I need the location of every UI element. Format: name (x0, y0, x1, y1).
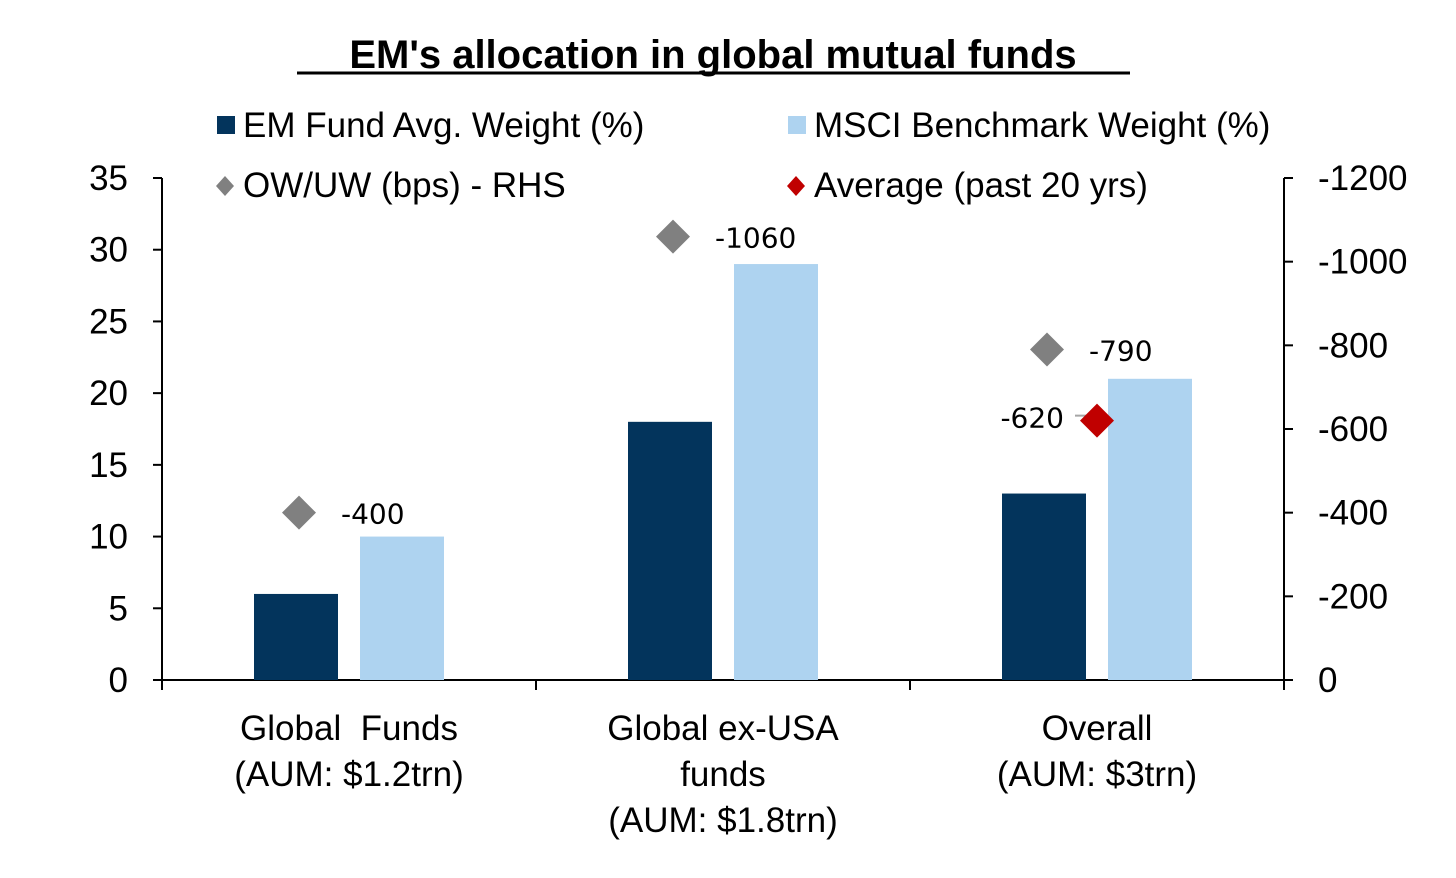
left-tick-label: 10 (89, 518, 128, 557)
right-tick-label: -1000 (1318, 243, 1408, 282)
bars (254, 264, 1192, 680)
markers (282, 219, 1114, 530)
legend-label-msci: MSCI Benchmark Weight (%) (814, 106, 1270, 145)
left-tick-label: 5 (109, 589, 128, 628)
marker-owuw (1030, 332, 1064, 367)
category-label: Overall (1042, 709, 1153, 748)
legend-label-owuw: OW/UW (bps) - RHS (243, 166, 566, 205)
data-label-owuw: -1060 (715, 222, 796, 255)
category-label: (AUM: $1.2trn) (234, 755, 464, 794)
left-tick-label: 25 (89, 302, 128, 341)
data-label-owuw: -400 (341, 498, 405, 531)
left-tick-label: 35 (89, 159, 128, 198)
legend-label-average: Average (past 20 yrs) (814, 166, 1148, 205)
legend-swatch-em-fund (217, 116, 235, 134)
marker-owuw (282, 495, 316, 530)
left-tick-label: 20 (89, 374, 128, 413)
bar-em-fund (254, 593, 338, 680)
legend-marker-average (787, 176, 805, 196)
legend-swatch-msci (788, 116, 806, 134)
data-label-average: -620 (1000, 402, 1064, 435)
bar-msci (1108, 378, 1192, 680)
bar-em-fund (1002, 493, 1086, 680)
chart-title: EM's allocation in global mutual funds (349, 33, 1076, 77)
axes: 0 5 10 15 20 25 30 35 0 -200 -400 -600 -800 -1000 -120… (89, 159, 1407, 840)
bar-msci (734, 264, 818, 680)
right-tick-label: -1200 (1318, 159, 1408, 198)
right-tick-label: -800 (1318, 326, 1388, 365)
left-tick-label: 15 (89, 446, 128, 485)
category-label: (AUM: $3trn) (997, 755, 1197, 794)
category-label: funds (680, 755, 766, 794)
legend-marker-owuw (216, 176, 234, 196)
marker-owuw (656, 219, 690, 254)
legend-label-em-fund: EM Fund Avg. Weight (%) (243, 106, 644, 145)
left-tick-label: 30 (89, 231, 128, 270)
data-labels: -400 -1060 -790 -620 (341, 222, 1153, 531)
data-label-owuw: -790 (1089, 335, 1153, 368)
bar-msci (360, 536, 444, 680)
category-label: Global Funds (240, 709, 458, 748)
left-tick-label: 0 (109, 661, 128, 700)
right-tick-label: -200 (1318, 577, 1388, 616)
right-tick-label: -400 (1318, 494, 1388, 533)
marker-average (1080, 403, 1114, 438)
category-label: Global ex-USA (607, 709, 839, 748)
right-tick-label: 0 (1318, 661, 1337, 700)
right-tick-label: -600 (1318, 410, 1388, 449)
bar-em-fund (628, 421, 712, 680)
category-label: (AUM: $1.8trn) (608, 801, 838, 840)
legend: EM Fund Avg. Weight (%) MSCI Benchmark W… (216, 106, 1270, 205)
